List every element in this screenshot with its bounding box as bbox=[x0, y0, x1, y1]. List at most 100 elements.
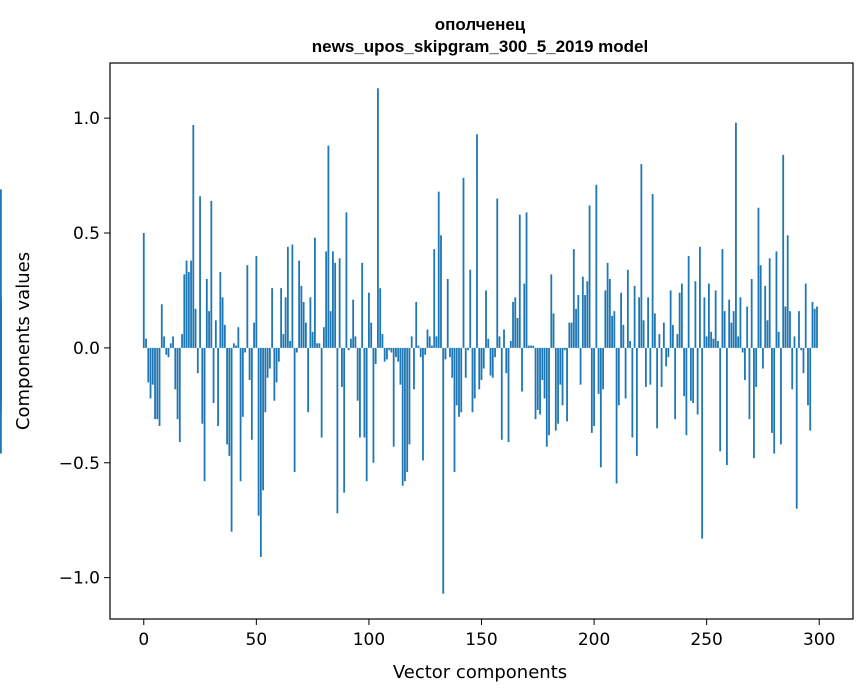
bar-139 bbox=[455, 347, 458, 406]
bar-106 bbox=[381, 334, 384, 348]
bar-190 bbox=[570, 322, 573, 348]
bar-53 bbox=[262, 347, 264, 491]
bar-99 bbox=[365, 347, 368, 482]
bar-120 bbox=[413, 347, 415, 390]
bar-196 bbox=[584, 295, 586, 348]
bar-35 bbox=[221, 297, 224, 348]
bar-24 bbox=[196, 347, 199, 374]
bar-97 bbox=[361, 262, 364, 348]
bar-138 bbox=[453, 347, 456, 472]
bar-168 bbox=[521, 347, 523, 392]
bar-108 bbox=[386, 347, 388, 360]
bar-247 bbox=[699, 246, 701, 348]
bar-170 bbox=[525, 212, 528, 348]
bar-178 bbox=[543, 347, 546, 399]
bar-89 bbox=[343, 347, 346, 493]
bar-198 bbox=[588, 205, 591, 348]
bar-149 bbox=[478, 347, 481, 390]
bar-270 bbox=[750, 278, 753, 348]
x-tick-label: 250 bbox=[690, 630, 722, 650]
bar-251 bbox=[708, 283, 710, 348]
y-axis-ticks: −1.0 −0.5 0.0 0.5 1.0 bbox=[59, 109, 110, 589]
bar-85 bbox=[334, 262, 337, 348]
bar-23 bbox=[194, 308, 197, 348]
bar-155 bbox=[491, 347, 494, 378]
bar-259 bbox=[726, 347, 728, 466]
bar-33 bbox=[217, 347, 219, 427]
bar-98 bbox=[363, 347, 366, 438]
bar-47 bbox=[248, 347, 251, 381]
bar-109 bbox=[388, 347, 391, 351]
bar-71 bbox=[302, 301, 305, 348]
bar-122 bbox=[417, 345, 420, 348]
bar-255 bbox=[717, 341, 719, 348]
bar-17 bbox=[181, 334, 183, 348]
bar-282 bbox=[777, 331, 780, 348]
bar-15 bbox=[176, 347, 179, 420]
bar-157 bbox=[496, 198, 499, 348]
bar-62 bbox=[282, 334, 285, 348]
bar-175 bbox=[536, 347, 539, 410]
bar-59 bbox=[275, 347, 278, 383]
bar-7 bbox=[158, 347, 161, 427]
bar-48 bbox=[250, 347, 253, 440]
bar-223 bbox=[644, 347, 647, 387]
bar-60 bbox=[277, 347, 280, 362]
bar-133 bbox=[442, 347, 445, 594]
bar-112 bbox=[395, 347, 397, 358]
bar-290 bbox=[795, 347, 798, 509]
bar-19 bbox=[185, 260, 188, 348]
bar-88 bbox=[341, 347, 343, 387]
bar-56 bbox=[268, 347, 271, 369]
y-tick-label: 0.0 bbox=[73, 339, 100, 359]
bar-41 bbox=[235, 345, 237, 348]
bar-110 bbox=[390, 347, 393, 353]
bar-26 bbox=[201, 347, 204, 424]
bar-237 bbox=[676, 334, 679, 348]
bar-221 bbox=[640, 164, 643, 348]
bar-28 bbox=[205, 278, 208, 348]
bar-199 bbox=[590, 347, 593, 433]
bar-81 bbox=[325, 251, 328, 348]
bar-146 bbox=[471, 347, 474, 413]
bar-177 bbox=[541, 347, 544, 381]
bar-143 bbox=[464, 347, 467, 378]
bar-215 bbox=[626, 269, 629, 348]
bar-231 bbox=[662, 322, 665, 348]
y-tick-label: −0.5 bbox=[59, 454, 100, 474]
bar-140 bbox=[458, 347, 460, 417]
bar-206 bbox=[606, 262, 609, 348]
bar-94 bbox=[354, 336, 357, 348]
bar-96 bbox=[359, 347, 361, 438]
bar-118 bbox=[408, 347, 411, 445]
bar-4 bbox=[151, 347, 154, 385]
bar-126 bbox=[426, 329, 429, 348]
bar-91 bbox=[347, 347, 350, 351]
bar-104 bbox=[377, 88, 379, 348]
bar-266 bbox=[741, 347, 744, 353]
bar-160 bbox=[503, 329, 505, 348]
bar-284 bbox=[782, 154, 785, 348]
bar-90 bbox=[345, 212, 348, 348]
bar-29 bbox=[208, 311, 210, 348]
bar-295 bbox=[807, 347, 809, 406]
bar-288 bbox=[791, 347, 794, 390]
bar-2 bbox=[147, 347, 150, 383]
bar-208 bbox=[611, 315, 613, 348]
x-tick-label: 150 bbox=[465, 630, 497, 650]
bar-14 bbox=[174, 347, 177, 390]
bar-32 bbox=[214, 320, 217, 348]
bar-13 bbox=[172, 336, 174, 348]
chart-subtitle: news_upos_skipgram_300_5_2019 model bbox=[312, 37, 648, 56]
bar-132 bbox=[440, 235, 442, 348]
bar-269 bbox=[748, 347, 751, 420]
bar-68 bbox=[295, 347, 298, 353]
bar-64 bbox=[286, 246, 289, 348]
bar-217 bbox=[631, 347, 634, 438]
bar-195 bbox=[581, 276, 584, 348]
bar-20 bbox=[187, 272, 190, 348]
bar-66 bbox=[291, 244, 294, 348]
bar-227 bbox=[653, 313, 656, 348]
bar-216 bbox=[629, 341, 631, 348]
bar-239 bbox=[680, 283, 683, 348]
